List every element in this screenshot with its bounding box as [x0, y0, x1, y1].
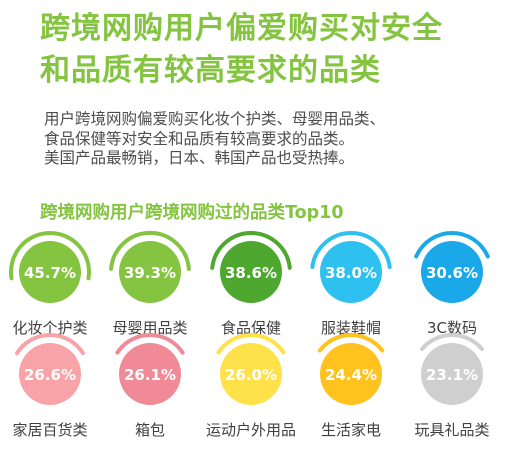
category-label: 家居百货类 — [12, 421, 87, 439]
category-label: 箱包 — [135, 421, 165, 439]
category-badge: 26.1% 箱包 — [115, 333, 185, 439]
value-circle — [19, 343, 81, 405]
value-label: 39.3% — [124, 264, 176, 282]
category-badge: 24.4% 生活家电 — [317, 333, 385, 439]
chart-title: 跨境网购用户跨境网购过的品类Top10 — [40, 203, 344, 223]
category-label: 运动户外用品 — [206, 421, 296, 439]
value-label: 38.0% — [325, 264, 377, 282]
category-badge: 30.6% 3C数码 — [414, 230, 490, 337]
description-line-2: 食品保健等对安全和品质有较高要求的品类。 — [44, 129, 355, 148]
category-label: 食品保健 — [221, 319, 281, 337]
category-label: 母婴用品类 — [112, 319, 187, 337]
category-badge: 39.3% 母婴用品类 — [109, 231, 191, 337]
value-arc — [317, 333, 385, 353]
category-badge: 23.1% 玩具礼品类 — [414, 332, 490, 439]
value-arc — [310, 231, 392, 269]
description-line-1: 用户跨境网购偏爱购买化妆个护类、母婴用品类、 — [44, 110, 386, 128]
category-label: 服装鞋帽 — [321, 319, 381, 337]
value-circle — [119, 343, 181, 405]
value-label: 26.0% — [225, 366, 277, 384]
value-arc — [14, 333, 86, 356]
category-chart: 45.7% 化妆个护类 39.3% 母婴用品类 38.6% 食品保健 38.0% 服装鞋帽 30… — [9, 230, 490, 439]
value-label: 45.7% — [24, 264, 76, 282]
value-circle — [220, 241, 282, 303]
category-badge: 26.6% 家居百货类 — [12, 333, 88, 439]
title-line-2: 和品质有较高要求的品类 — [40, 53, 381, 88]
description-line-3: 美国产品最畅销，日本、韩国产品也受热捧。 — [44, 149, 355, 167]
category-label: 生活家电 — [321, 421, 381, 439]
value-label: 26.6% — [24, 366, 76, 384]
value-circle — [119, 241, 181, 303]
value-arc — [109, 231, 191, 271]
category-badge: 45.7% 化妆个护类 — [9, 230, 91, 337]
value-arc — [115, 333, 185, 355]
page-title: 跨境网购用户偏爱购买对安全 和品质有较高要求的品类 — [40, 8, 500, 92]
value-circle — [220, 343, 282, 405]
category-badge: 26.0% 运动户外用品 — [206, 333, 296, 439]
value-label: 30.6% — [426, 264, 478, 282]
value-circle — [19, 241, 81, 303]
category-badge: 38.0% 服装鞋帽 — [310, 231, 392, 337]
description: 用户跨境网购偏爱购买化妆个护类、母婴用品类、 食品保健等对安全和品质有较高要求的… — [44, 110, 504, 169]
category-label: 玩具礼品类 — [414, 421, 489, 439]
value-circle — [421, 343, 483, 405]
value-arc — [414, 230, 490, 259]
value-arc — [420, 332, 484, 352]
value-circle — [421, 241, 483, 303]
value-label: 38.6% — [225, 264, 277, 282]
value-label: 23.1% — [426, 366, 478, 384]
value-circle — [320, 241, 382, 303]
value-arc — [9, 230, 91, 281]
category-label: 化妆个护类 — [12, 319, 87, 337]
value-label: 26.1% — [124, 366, 176, 384]
value-arc — [210, 230, 292, 270]
category-label: 3C数码 — [427, 319, 477, 337]
title-line-1: 跨境网购用户偏爱购买对安全 — [40, 11, 443, 46]
category-badge: 38.6% 食品保健 — [210, 230, 292, 337]
value-circle — [320, 343, 382, 405]
value-arc — [216, 333, 286, 355]
value-label: 24.4% — [325, 366, 377, 384]
